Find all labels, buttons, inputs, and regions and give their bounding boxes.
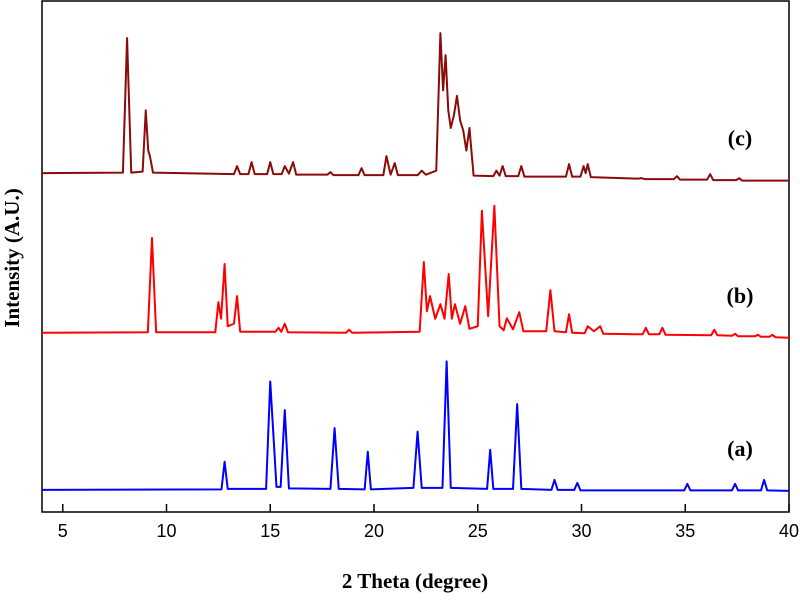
x-tick-label: 20 [364, 521, 384, 541]
series-line [41, 360, 790, 492]
x-tick-label: 25 [468, 521, 488, 541]
x-tick-label: 30 [571, 521, 591, 541]
series-line [41, 204, 790, 339]
x-tick-label: 5 [58, 521, 68, 541]
x-tick-label: 10 [156, 521, 176, 541]
x-tick-label: 35 [675, 521, 695, 541]
x-tick-label: 40 [779, 521, 799, 541]
series-label: (c) [728, 126, 752, 151]
series-label: (a) [727, 436, 753, 461]
y-axis-label: Intensity (A.U.) [0, 188, 24, 327]
x-axis-label: 2 Theta (degree) [342, 569, 488, 593]
x-tick-label: 15 [260, 521, 280, 541]
series-line [41, 32, 789, 182]
plot-frame [41, 0, 790, 513]
series-label: (b) [727, 283, 754, 308]
